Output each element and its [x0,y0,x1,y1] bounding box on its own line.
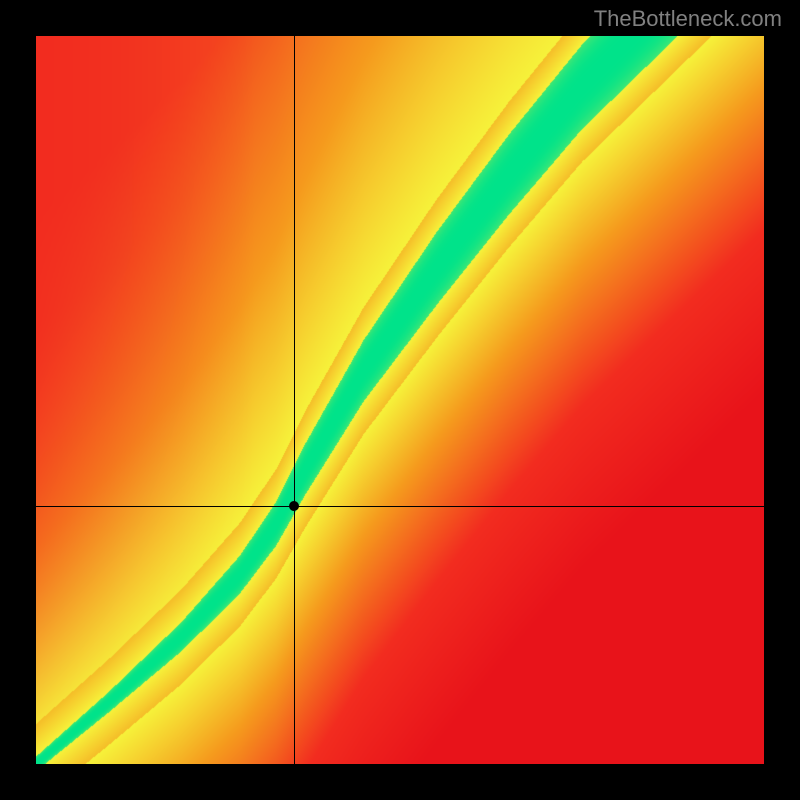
heatmap-canvas [36,36,764,764]
heatmap-plot [36,36,764,764]
watermark-text: TheBottleneck.com [594,6,782,32]
crosshair-vertical [294,36,295,764]
crosshair-marker [289,501,299,511]
crosshair-horizontal [36,506,764,507]
